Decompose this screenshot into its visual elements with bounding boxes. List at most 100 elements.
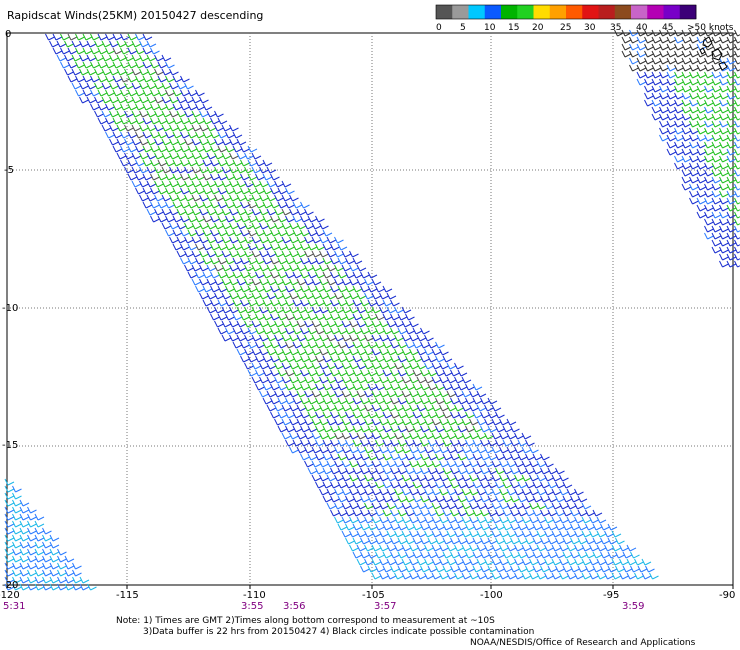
wind-barb bbox=[206, 278, 217, 286]
wind-barb bbox=[704, 141, 714, 149]
wind-barb bbox=[592, 551, 603, 559]
wind-barb bbox=[247, 271, 258, 279]
wind-barb bbox=[206, 208, 217, 216]
wind-barb bbox=[326, 432, 337, 440]
wind-barb bbox=[4, 492, 15, 500]
wind-barb bbox=[206, 250, 217, 258]
wind-barb bbox=[120, 89, 130, 97]
wind-barb bbox=[341, 474, 352, 482]
wind-barb bbox=[4, 576, 15, 584]
wind-barb bbox=[499, 502, 509, 510]
wind-barb bbox=[307, 425, 318, 433]
wind-barb bbox=[719, 211, 729, 219]
wind-barb bbox=[319, 222, 329, 230]
wind-barb bbox=[364, 306, 374, 314]
wind-barb bbox=[274, 222, 284, 230]
wind-barb bbox=[666, 127, 677, 135]
wind-barb bbox=[375, 425, 385, 433]
wind-barb bbox=[296, 348, 307, 356]
wind-barb bbox=[491, 446, 502, 454]
wind-barb bbox=[259, 180, 269, 188]
wind-barb bbox=[405, 523, 415, 531]
wind-barb bbox=[315, 411, 325, 419]
wind-barb bbox=[165, 215, 175, 223]
wind-barb bbox=[307, 257, 318, 265]
wind-barb bbox=[345, 411, 355, 419]
wind-barb bbox=[681, 106, 692, 114]
wind-barb bbox=[681, 36, 692, 44]
wind-barb bbox=[120, 61, 130, 69]
wind-barb bbox=[734, 232, 740, 240]
wind-barb bbox=[277, 397, 288, 405]
wind-barb bbox=[187, 173, 198, 181]
wind-barb bbox=[259, 348, 269, 356]
wind-barb bbox=[577, 537, 588, 545]
wind-barb bbox=[461, 558, 472, 566]
wind-barb bbox=[341, 502, 352, 510]
wind-barb bbox=[322, 355, 333, 363]
wind-barb bbox=[165, 131, 175, 139]
wind-barb bbox=[304, 208, 314, 216]
wind-barb bbox=[199, 138, 209, 146]
wind-barb bbox=[562, 509, 573, 517]
wind-barb bbox=[300, 299, 310, 307]
wind-barb bbox=[476, 516, 487, 524]
wind-barb bbox=[311, 292, 322, 300]
wind-barb bbox=[311, 418, 322, 426]
wind-barb bbox=[292, 439, 303, 447]
wind-barb bbox=[266, 376, 277, 384]
wind-barb bbox=[506, 418, 517, 426]
wind-barb bbox=[19, 576, 30, 584]
wind-barb bbox=[311, 474, 322, 482]
wind-barb bbox=[689, 183, 699, 191]
wind-barb bbox=[559, 488, 569, 496]
wind-barb bbox=[300, 355, 310, 363]
wind-barb bbox=[225, 257, 235, 265]
wind-barb bbox=[412, 411, 423, 419]
wind-barb bbox=[457, 453, 468, 461]
wind-barb bbox=[424, 530, 434, 538]
wind-barb bbox=[124, 54, 134, 62]
wind-barb bbox=[536, 558, 547, 566]
wind-barb bbox=[734, 85, 740, 93]
wind-barb bbox=[352, 439, 363, 447]
wind-barb bbox=[409, 516, 419, 524]
wind-barb bbox=[131, 124, 142, 132]
wind-barb bbox=[401, 404, 412, 412]
wind-barb bbox=[184, 264, 194, 272]
wind-barb bbox=[379, 474, 389, 482]
wind-barb bbox=[124, 40, 134, 48]
wind-barb bbox=[330, 495, 340, 503]
wind-barb bbox=[547, 481, 558, 489]
wind-barb bbox=[465, 565, 475, 573]
wind-barb bbox=[472, 425, 483, 433]
wind-barb bbox=[206, 222, 217, 230]
wind-barb bbox=[139, 194, 149, 202]
wind-barb bbox=[416, 516, 427, 524]
wind-barb bbox=[281, 264, 292, 272]
wind-barb bbox=[270, 341, 280, 349]
wind-barb bbox=[484, 460, 494, 468]
wind-barb bbox=[689, 134, 699, 142]
wind-barb bbox=[296, 418, 307, 426]
wind-barb bbox=[221, 208, 232, 216]
wind-barb bbox=[604, 558, 614, 566]
wind-barb bbox=[502, 509, 513, 517]
wind-barb bbox=[322, 439, 333, 447]
wind-barb bbox=[540, 565, 550, 573]
wind-barb bbox=[191, 250, 202, 258]
wind-barb bbox=[169, 222, 179, 230]
wind-barb bbox=[315, 369, 325, 377]
wind-barb bbox=[454, 474, 464, 482]
wind-barb bbox=[570, 509, 580, 517]
wind-barb bbox=[42, 548, 52, 556]
wind-barb bbox=[397, 551, 408, 559]
wind-barb bbox=[116, 68, 127, 76]
wind-barb bbox=[689, 64, 699, 72]
wind-barb bbox=[457, 481, 468, 489]
wind-barb bbox=[285, 271, 295, 279]
wind-barb bbox=[105, 47, 115, 55]
wind-barb bbox=[644, 57, 654, 65]
wind-barb bbox=[544, 474, 554, 482]
wind-barb bbox=[255, 173, 265, 181]
